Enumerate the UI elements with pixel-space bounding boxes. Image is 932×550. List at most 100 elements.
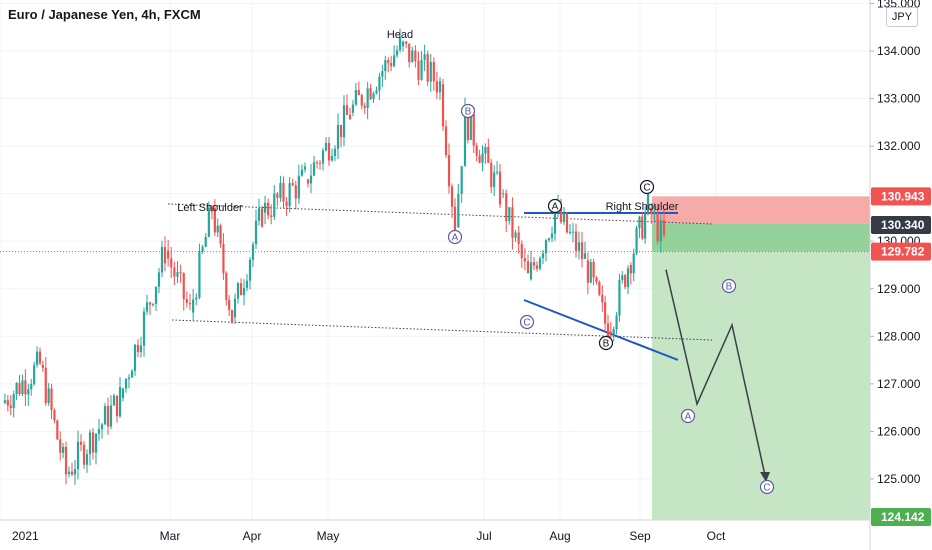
candle-body — [502, 193, 505, 195]
wave-circle — [639, 179, 655, 195]
candle-body — [656, 212, 659, 242]
projection-path — [665, 269, 767, 481]
candle-body — [219, 225, 222, 244]
x-tick-label: 2021 — [12, 529, 39, 543]
candle-body — [50, 388, 53, 411]
candle-body — [312, 162, 316, 176]
candle-body — [408, 43, 411, 63]
candle-body — [210, 207, 214, 212]
candle-body — [481, 153, 484, 163]
candle-body — [282, 183, 285, 202]
candle-body — [70, 471, 74, 475]
candle-body — [321, 150, 325, 164]
candle-body — [629, 264, 632, 274]
wave-label: B — [465, 107, 472, 118]
candle-body — [288, 183, 291, 207]
candle-body — [423, 54, 426, 61]
candle-body — [547, 238, 551, 241]
candle-body — [157, 272, 161, 287]
candle-body — [550, 233, 554, 239]
candle-body — [598, 281, 601, 295]
candle-body — [466, 117, 470, 140]
candle-body — [188, 302, 192, 305]
candle-body — [170, 258, 173, 268]
candle-body — [375, 90, 378, 94]
candle-body — [195, 297, 198, 300]
candle-body — [239, 283, 243, 296]
stop-loss-zone — [652, 196, 870, 224]
candle-body — [606, 323, 610, 346]
candle-body — [469, 113, 472, 140]
candle-body — [85, 454, 89, 465]
chart-title: Euro / Japanese Yen, 4h, FXCM — [8, 7, 201, 22]
candle-body — [498, 171, 502, 205]
y-tick-label: 128.000 — [877, 329, 921, 343]
projection-arrow-head — [760, 472, 770, 482]
candle-body — [635, 228, 638, 254]
candle-body — [254, 220, 258, 245]
candle-body — [53, 410, 56, 421]
candle-body — [511, 207, 514, 238]
candle-body — [216, 225, 219, 233]
candle-body — [276, 193, 279, 198]
candle-body — [538, 258, 542, 269]
stop-price-label-bg — [871, 187, 931, 206]
currency-button[interactable]: JPY — [886, 7, 918, 27]
candle-body — [285, 201, 288, 207]
position-zones — [652, 196, 870, 520]
candle-body — [601, 294, 604, 303]
candle-body — [348, 114, 352, 120]
candle-body — [411, 50, 414, 63]
candle-body — [82, 444, 86, 465]
lower-dotted-line — [171, 319, 713, 341]
x-tick-label: May — [317, 529, 340, 543]
x-tick-label: Mar — [160, 529, 181, 543]
trend-lines — [0, 203, 870, 482]
candle-body — [279, 183, 282, 198]
current-price-label-bg — [871, 216, 931, 235]
wave-circle — [547, 198, 563, 214]
candle-body — [263, 202, 267, 213]
candle-body — [632, 253, 635, 274]
candle-body — [121, 388, 125, 399]
candle-body — [251, 244, 255, 260]
candle-body — [213, 207, 216, 233]
candle-body — [91, 432, 95, 453]
candle-body — [76, 441, 80, 470]
candle-body — [309, 175, 313, 184]
wave-circle — [460, 103, 476, 119]
candle-body — [222, 243, 225, 274]
candle-body — [662, 220, 666, 236]
candle-body — [508, 207, 511, 222]
candle-body — [139, 345, 143, 353]
candle-body — [198, 251, 201, 298]
right-shoulder-label: Right Shoulder — [606, 201, 679, 213]
candle-body — [148, 302, 152, 305]
candle-body — [30, 383, 33, 390]
candle-body — [345, 105, 349, 115]
candle-body — [583, 253, 587, 259]
candle-body — [230, 309, 234, 323]
candle-body — [398, 36, 402, 51]
candle-body — [127, 377, 131, 379]
y-tick-label: 132.000 — [877, 139, 921, 153]
candle-body — [342, 105, 346, 138]
candle-body — [18, 382, 21, 395]
candle-body — [532, 262, 536, 266]
entry-zone — [652, 223, 870, 252]
x-tick-label: Apr — [243, 529, 262, 543]
candle-body — [444, 126, 448, 155]
candle-body — [324, 142, 328, 151]
candle-body — [615, 315, 618, 330]
candle-body — [160, 247, 164, 273]
candle-body — [185, 299, 188, 303]
candle-body — [38, 351, 42, 364]
candle-body — [363, 105, 366, 108]
candle-body — [541, 253, 545, 259]
candle-body — [109, 405, 113, 427]
candle-body — [62, 446, 65, 453]
candle-body — [609, 331, 612, 335]
candle-body — [414, 50, 417, 61]
candle-body — [145, 302, 149, 312]
